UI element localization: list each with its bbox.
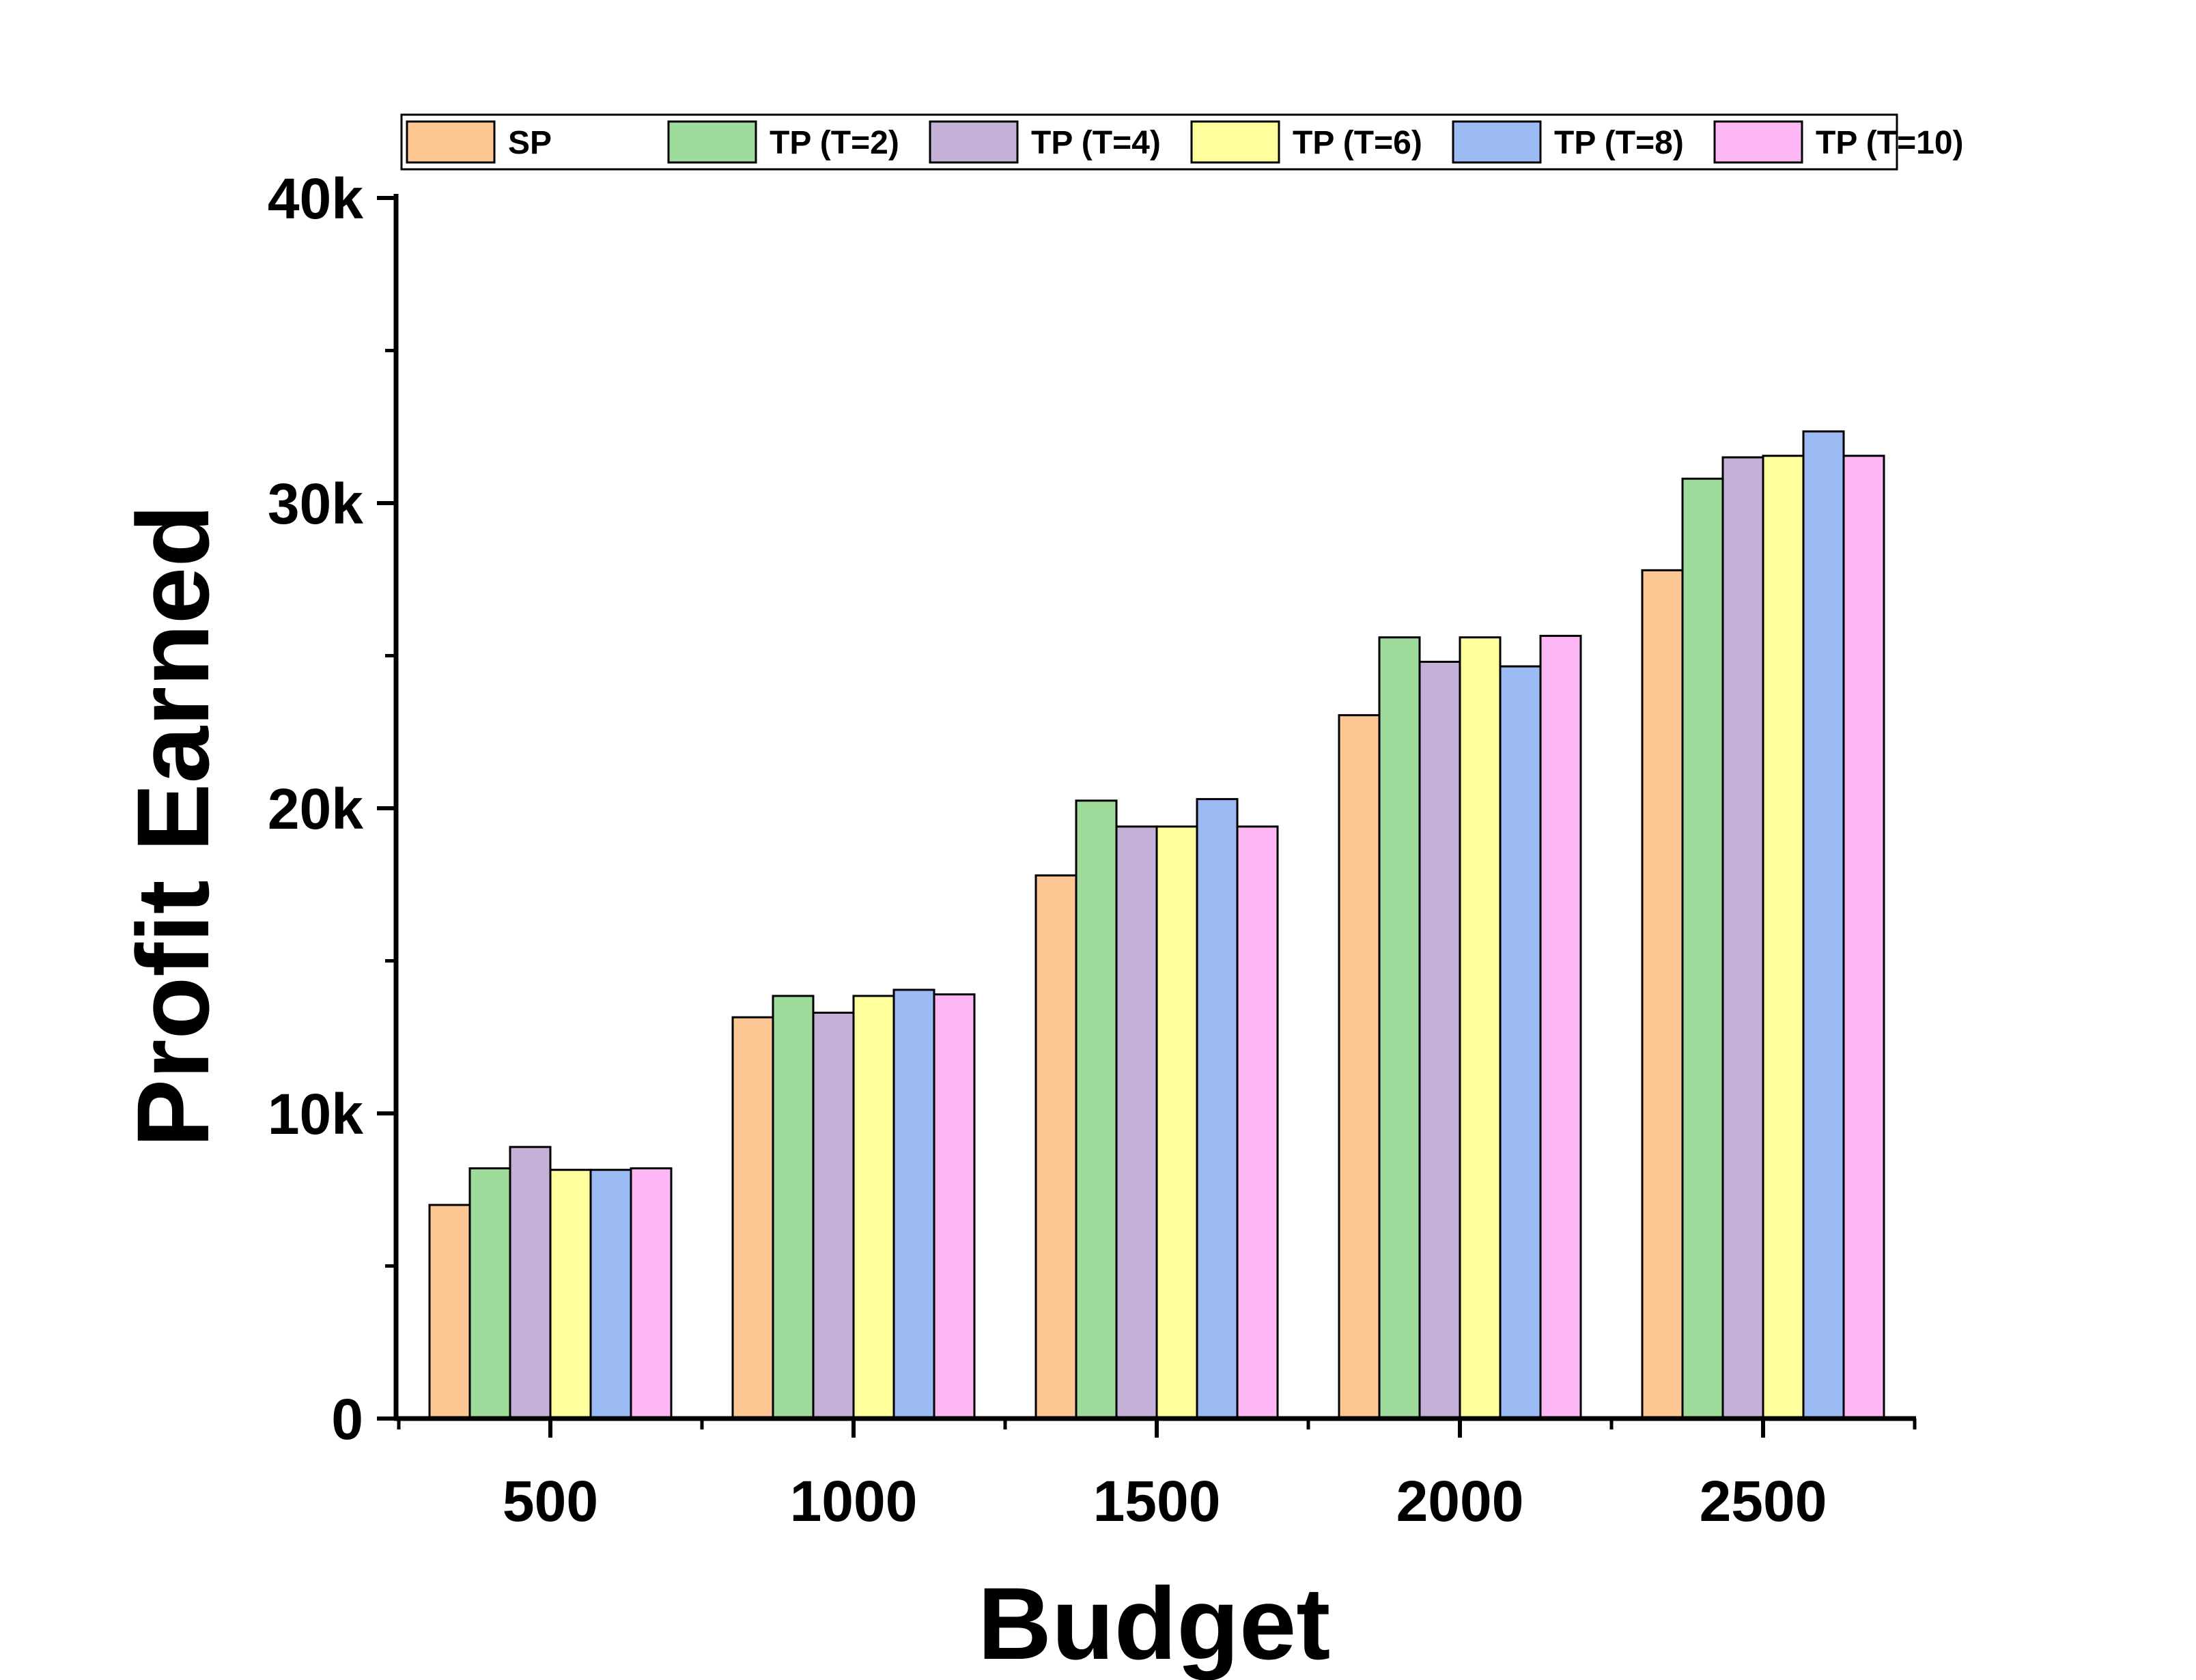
- bar-4-3: [1499, 665, 1542, 1420]
- bar-1-4: [1681, 477, 1724, 1420]
- bar-2-2: [1115, 825, 1158, 1420]
- legend-label-2: TP (T=4): [1031, 125, 1161, 161]
- bar-2-4: [1721, 456, 1764, 1420]
- bar-1-2: [1075, 799, 1118, 1420]
- bar-3-2: [1155, 825, 1198, 1420]
- legend-swatch-1: [667, 120, 757, 164]
- bar-3-1: [852, 995, 895, 1420]
- bar-2-0: [509, 1145, 552, 1420]
- bar-3-0: [549, 1169, 592, 1420]
- bar-2-3: [1418, 660, 1461, 1420]
- legend-frame: [400, 113, 1898, 171]
- x-tick-label-1: 1000: [790, 1469, 918, 1533]
- y-tick-label-3: 30k: [268, 472, 363, 536]
- x-tick-label-3: 2000: [1396, 1469, 1524, 1533]
- bar-0-1: [731, 1016, 774, 1420]
- bar-1-1: [772, 995, 815, 1420]
- legend-swatch-0: [406, 120, 496, 164]
- legend-swatch-4: [1452, 120, 1542, 164]
- legend-label-5: TP (T=10): [1816, 125, 1964, 161]
- legend-label-4: TP (T=8): [1554, 125, 1684, 161]
- legend-label-1: TP (T=2): [770, 125, 899, 161]
- x-tick-label-4: 2500: [1700, 1469, 1827, 1533]
- bar-5-4: [1842, 455, 1885, 1420]
- bar-5-1: [933, 993, 976, 1420]
- bars: [428, 430, 1885, 1420]
- legend-swatch-5: [1713, 120, 1803, 164]
- y-tick-label-2: 20k: [268, 777, 363, 841]
- bar-4-0: [589, 1169, 632, 1420]
- legend: SP TP (T=2) TP (T=4) TP (T=6) TP (T=8) TP (T=…: [400, 113, 1964, 171]
- bar-3-3: [1459, 636, 1502, 1420]
- bar-5-0: [630, 1167, 673, 1420]
- bar-4-4: [1802, 430, 1845, 1420]
- bar-3-4: [1762, 455, 1805, 1420]
- bar-0-0: [428, 1204, 471, 1420]
- y-axis-title: Profit Earned: [115, 504, 230, 1148]
- y-tick-label-4: 40k: [268, 167, 363, 231]
- bar-0-3: [1338, 714, 1381, 1420]
- bar-1-3: [1378, 636, 1421, 1420]
- legend-label-0: SP: [508, 125, 552, 161]
- axes: 0 10k 20k 30k 40k 500 1000 1500 2000 2500: [268, 167, 1917, 1533]
- bar-4-2: [1196, 798, 1239, 1420]
- bar-2-1: [812, 1011, 855, 1420]
- x-axis-title: Budget: [978, 1566, 1331, 1680]
- x-tick-label-2: 1500: [1093, 1469, 1221, 1533]
- bar-1-0: [468, 1167, 511, 1420]
- bar-0-2: [1034, 874, 1078, 1420]
- bar-5-3: [1539, 634, 1582, 1420]
- bar-4-1: [892, 988, 935, 1420]
- legend-swatch-3: [1190, 120, 1280, 164]
- legend-label-3: TP (T=6): [1293, 125, 1422, 161]
- bar-0-4: [1641, 569, 1684, 1420]
- legend-swatch-2: [929, 120, 1019, 164]
- x-tick-label-0: 500: [503, 1469, 598, 1533]
- y-tick-label-0: 0: [331, 1387, 363, 1451]
- bar-5-2: [1236, 825, 1279, 1420]
- y-tick-label-1: 10k: [268, 1082, 363, 1146]
